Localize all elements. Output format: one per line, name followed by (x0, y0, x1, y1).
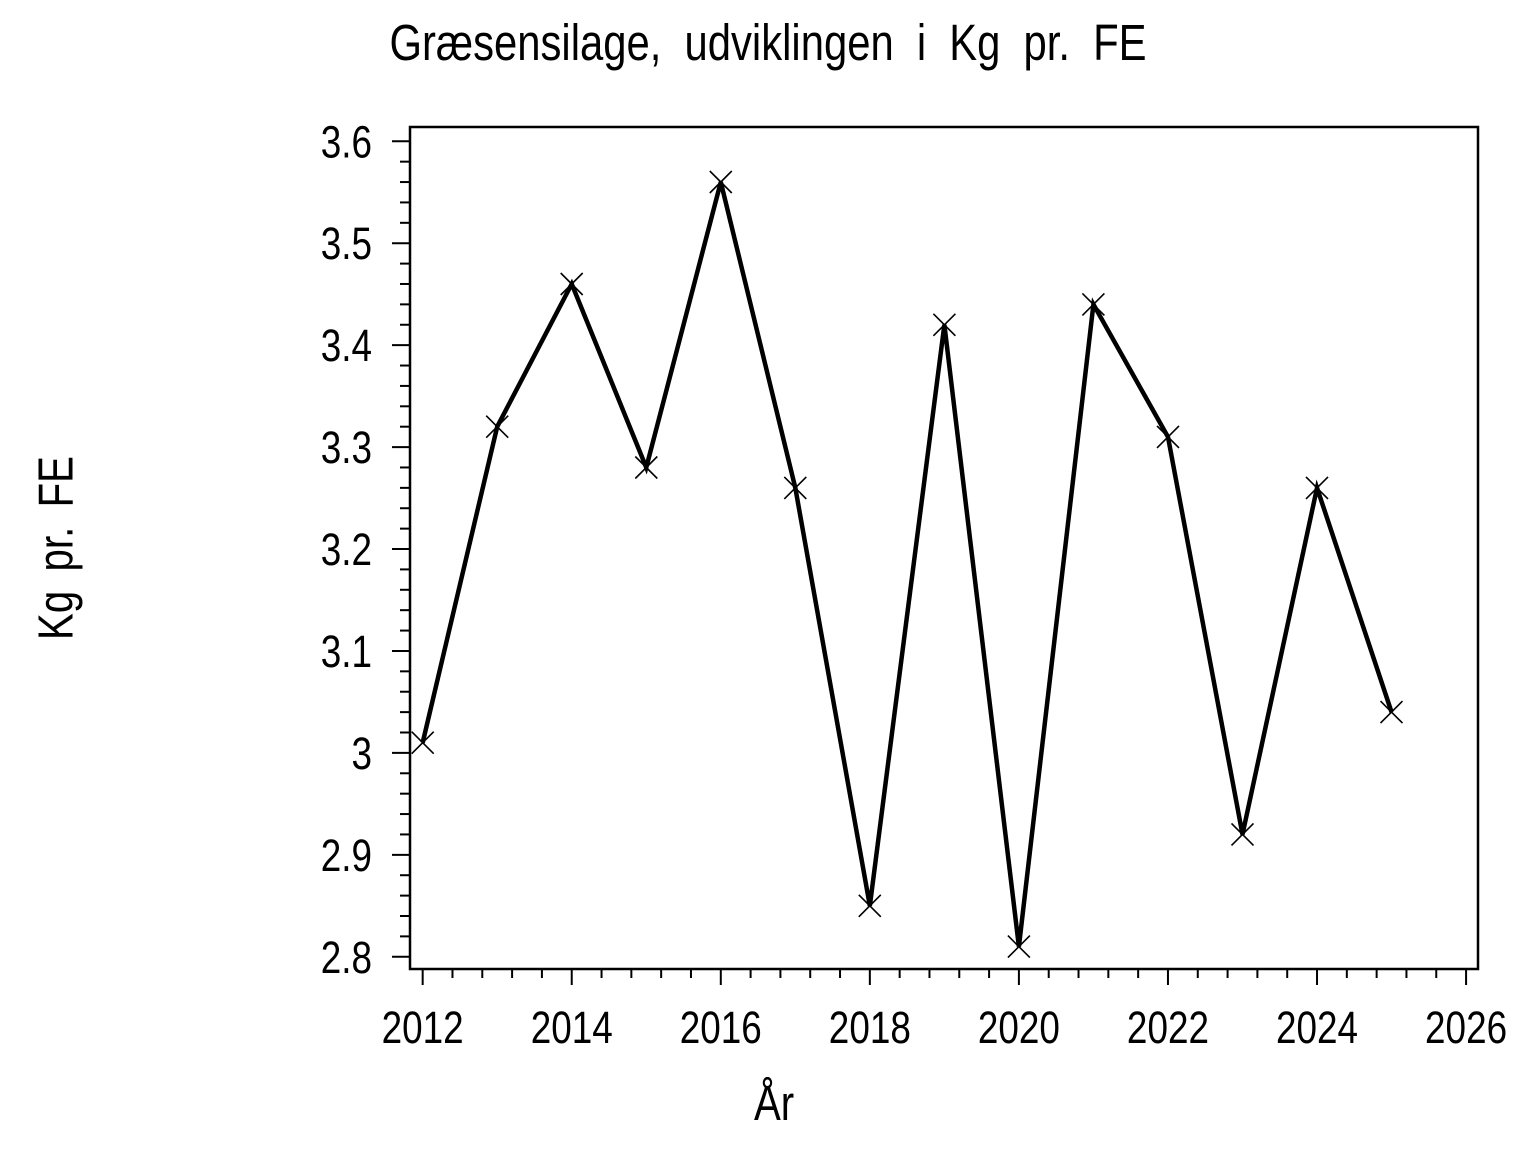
y-tick-label: 2.9 (321, 830, 372, 880)
y-tick-label: 3.6 (321, 117, 372, 167)
x-axis-ticks (421, 969, 1468, 985)
data-point-marker (932, 313, 956, 337)
y-tick-label: 2.8 (321, 932, 372, 982)
x-tick-label: 2026 (1425, 1003, 1507, 1053)
y-tick-label: 3.1 (321, 626, 372, 676)
axis-frame (408, 125, 1480, 971)
x-tick-label: 2018 (829, 1003, 911, 1053)
chart-title: Græsensilage, udviklingen i Kg pr. FE (389, 14, 1147, 71)
x-tick-label: 2012 (382, 1003, 464, 1053)
x-tick-label: 2022 (1127, 1003, 1209, 1053)
data-point-marker (485, 415, 509, 439)
data-point-marker (1305, 476, 1329, 500)
data-point-marker (1081, 292, 1105, 316)
data-point-marker (1007, 935, 1031, 959)
x-tick-label: 2024 (1276, 1003, 1358, 1053)
x-axis-label: År (753, 1077, 795, 1131)
data-line (420, 181, 1394, 947)
x-tick-label: 2020 (978, 1003, 1060, 1053)
data-point-marker (560, 272, 584, 296)
x-tick-label: 2014 (531, 1003, 613, 1053)
y-axis-ticks (392, 140, 410, 958)
data-point-marker (634, 455, 658, 480)
y-tick-label: 3.5 (321, 219, 372, 269)
y-tick-label: 3.4 (321, 321, 372, 371)
data-point-marker (1156, 425, 1180, 449)
y-tick-label: 3.2 (321, 525, 372, 575)
x-tick-label: 2016 (680, 1003, 762, 1053)
y-tick-label: 3.3 (321, 423, 372, 473)
data-point-marker (411, 731, 435, 755)
x-tick-labels: 2012 2014 2016 2018 2020 2022 2024 2026 (382, 1003, 1507, 1053)
y-tick-label: 3 (351, 728, 372, 778)
data-point-marker (783, 476, 807, 500)
data-markers (411, 170, 1404, 959)
data-point-marker (1230, 822, 1255, 846)
data-point-marker (1379, 700, 1404, 724)
data-point-marker (709, 170, 733, 194)
y-tick-labels: 2.8 2.9 3 3.1 3.2 3.3 3.4 3.5 3.6 (321, 117, 372, 983)
data-point-marker (858, 894, 882, 918)
